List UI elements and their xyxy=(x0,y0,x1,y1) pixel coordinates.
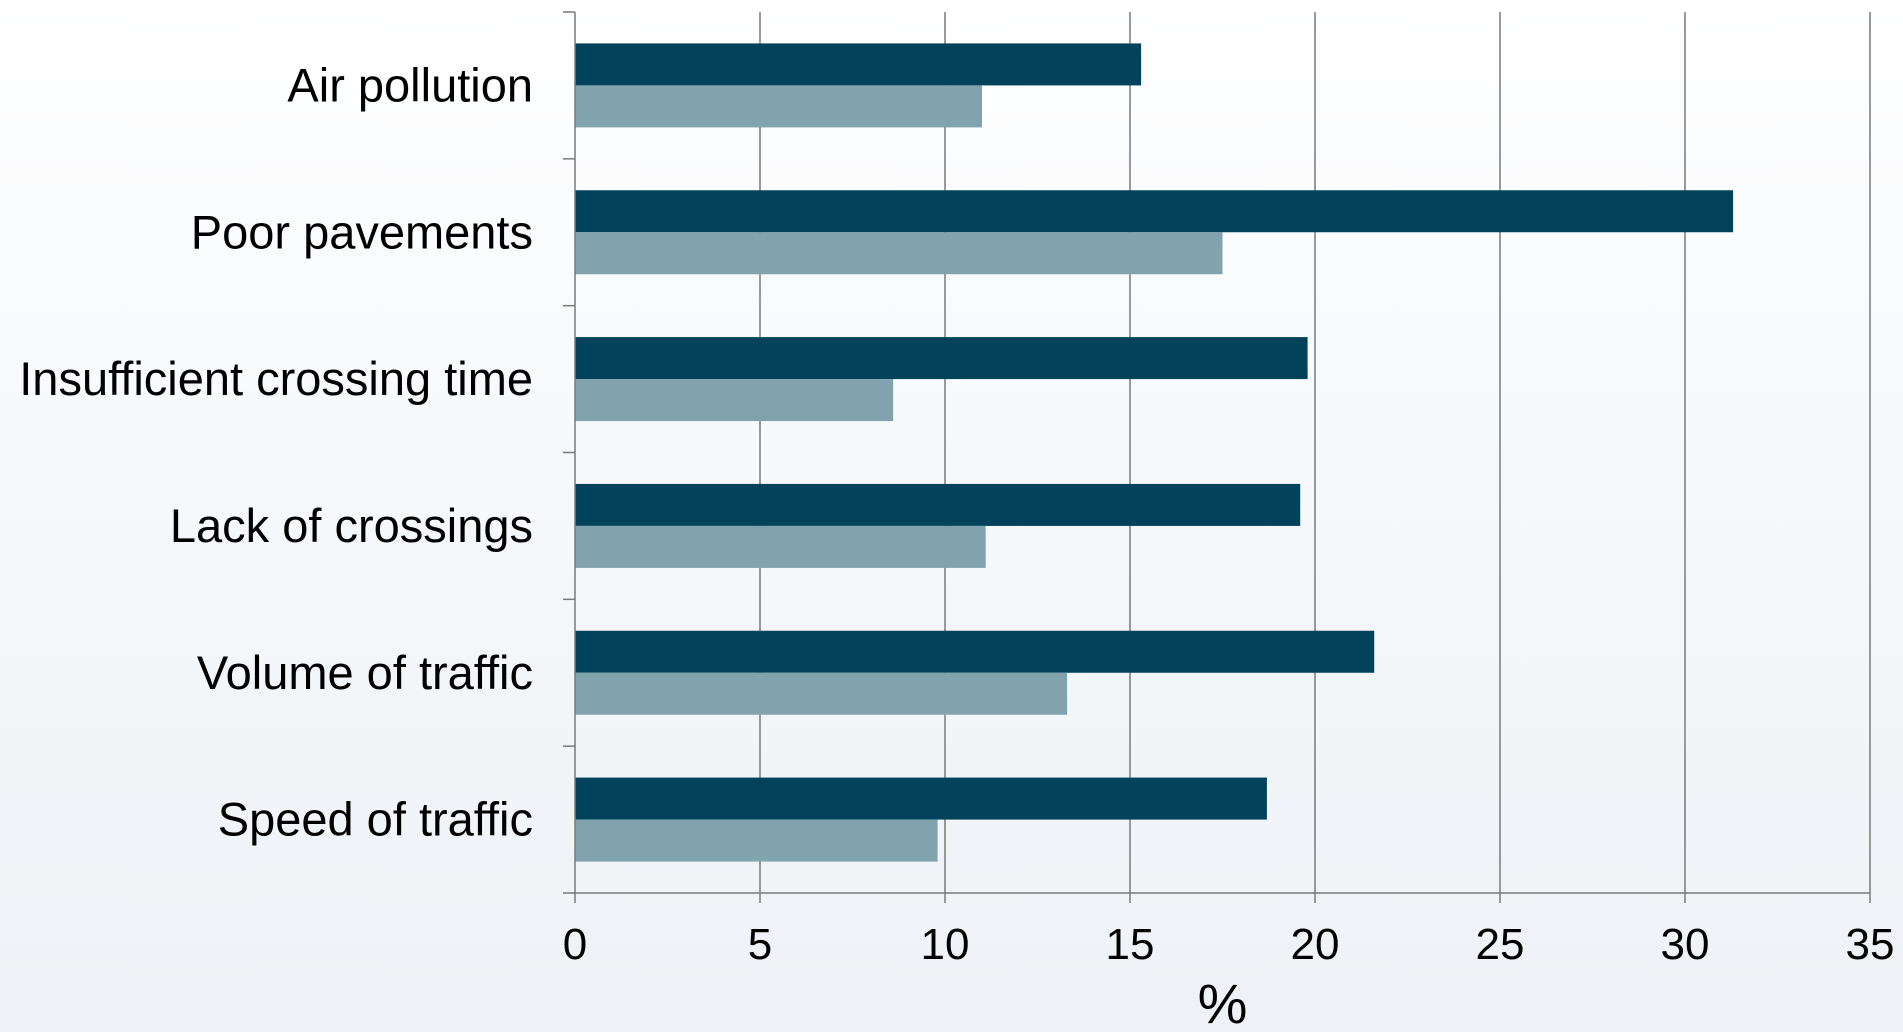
bar-s1-5 xyxy=(575,777,1267,820)
x-tick-label: 0 xyxy=(563,920,587,969)
bar-s2-1 xyxy=(575,232,1223,275)
bar-s2-5 xyxy=(575,819,938,862)
bar-s1-2 xyxy=(575,337,1308,380)
bar-s2-3 xyxy=(575,525,986,568)
category-label: Poor pavements xyxy=(191,205,533,258)
x-axis-title: % xyxy=(1198,972,1248,1032)
x-tick-label: 5 xyxy=(748,920,772,969)
bar-s1-3 xyxy=(575,483,1301,526)
category-label: Speed of traffic xyxy=(218,793,533,846)
category-label: Lack of crossings xyxy=(170,499,533,552)
bar-s1-1 xyxy=(575,190,1734,233)
bar-s1-0 xyxy=(575,43,1142,86)
bar-s1-4 xyxy=(575,630,1375,673)
x-tick-label: 15 xyxy=(1106,920,1155,969)
x-tick-label: 30 xyxy=(1661,920,1710,969)
gridlines xyxy=(563,11,1871,903)
category-labels: Air pollution Poor pavements Insufficient … xyxy=(19,58,533,845)
x-tick-label: 20 xyxy=(1291,920,1340,969)
category-label: Volume of traffic xyxy=(197,646,533,699)
axes xyxy=(574,12,1870,894)
bar-s2-0 xyxy=(575,85,982,128)
x-tick-label: 35 xyxy=(1846,920,1895,969)
bar-s2-4 xyxy=(575,672,1068,715)
category-label: Insufficient crossing time xyxy=(19,352,533,405)
x-tick-label: 10 xyxy=(921,920,970,969)
x-tick-label: 25 xyxy=(1476,920,1525,969)
bars xyxy=(575,43,1734,862)
x-tick-labels: 0 5 10 15 20 25 30 35 xyxy=(563,920,1895,969)
category-label: Air pollution xyxy=(287,58,533,111)
bar-s2-2 xyxy=(575,379,894,422)
